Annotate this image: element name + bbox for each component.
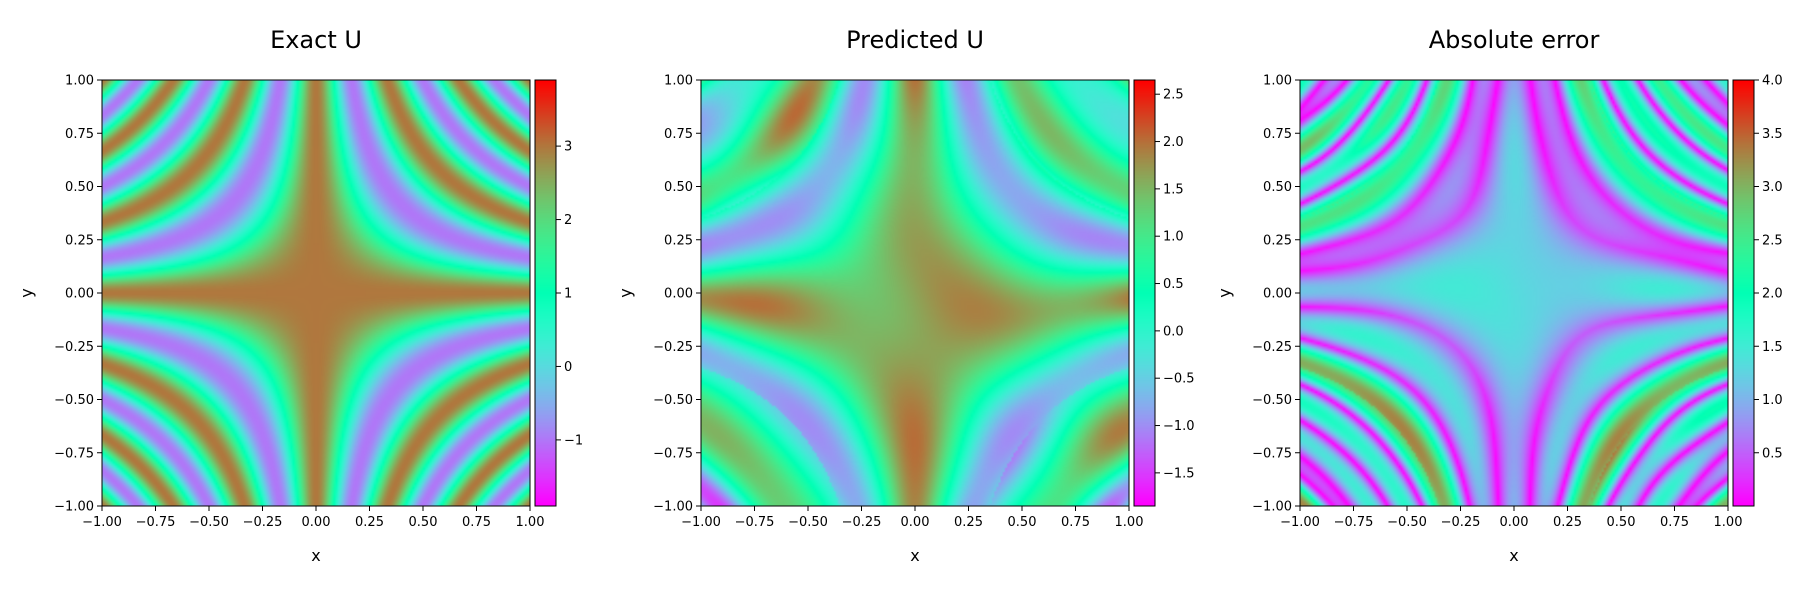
x-tick-label: −0.25 xyxy=(842,515,882,530)
y-tick-label: 0.25 xyxy=(65,233,94,248)
x-tick-label: −0.75 xyxy=(1334,515,1374,530)
y-tick-label: −0.75 xyxy=(653,446,693,461)
y-tick-label: −0.25 xyxy=(653,340,693,355)
x-axis-label: x xyxy=(1509,546,1518,565)
x-tick-label: 0.50 xyxy=(1008,515,1037,530)
x-tick-label: 0.25 xyxy=(1553,515,1582,530)
colorbar-tick-label: 3.0 xyxy=(1762,180,1783,195)
colorbar-tick-label: 1.5 xyxy=(1762,340,1783,355)
x-tick-label: 0.00 xyxy=(1500,515,1529,530)
y-tick-label: 0.75 xyxy=(1263,127,1292,142)
subplot-error: Absolute error −1.00 −0.75 −0.50 −0.25 0.00 0.… xyxy=(1215,26,1783,565)
subplot-predicted: Predicted U −1.00 −0.75 −0.50 −0.25 0.00 0.25 0… xyxy=(616,26,1195,565)
colorbar-tick-label: 0.5 xyxy=(1163,277,1184,292)
colorbar-tick-label: 2.0 xyxy=(1163,135,1184,150)
colorbar-tick-label: 0.0 xyxy=(1163,324,1184,339)
y-tick-label: −0.50 xyxy=(653,393,693,408)
y-tick-label: −1.00 xyxy=(1252,500,1292,515)
x-tick-label: 0.75 xyxy=(462,515,491,530)
x-tick-label: 0.25 xyxy=(954,515,983,530)
colorbar-tick-label: 1.0 xyxy=(1762,393,1783,408)
y-tick-label: 0.00 xyxy=(65,287,94,302)
colorbar-tick-label: 2.5 xyxy=(1163,88,1184,103)
y-tick-label: −1.00 xyxy=(653,500,693,515)
colorbar-tick-label: 1.5 xyxy=(1163,182,1184,197)
y-axis-label: y xyxy=(1215,288,1234,297)
x-tick-label: −1.00 xyxy=(82,515,122,530)
colorbar-tick-label: 2 xyxy=(564,213,572,228)
subplot-exact: Exact U −1.00 −0.75 −0.50 −0.25 0.00 0.25 0.50 0… xyxy=(17,26,583,565)
colorbar-tick-label: 4.0 xyxy=(1762,74,1783,89)
x-tick-label: 0.75 xyxy=(1061,515,1090,530)
colorbar-gradient xyxy=(1134,80,1155,506)
colorbar-tick-label: −1.0 xyxy=(1163,419,1195,434)
y-axis-label: y xyxy=(616,288,635,297)
colorbar-tick-label: 3 xyxy=(564,140,572,155)
x-tick-label: 0.75 xyxy=(1660,515,1689,530)
y-tick-label: 0.00 xyxy=(1263,287,1292,302)
y-tick-label: 0.50 xyxy=(1263,180,1292,195)
x-tick-label: 0.00 xyxy=(901,515,930,530)
colorbar-tick-label: −0.5 xyxy=(1163,372,1195,387)
x-tick-label: −0.50 xyxy=(788,515,828,530)
subplot-title: Absolute error xyxy=(1429,26,1600,54)
colorbar-tick-label: 0 xyxy=(564,360,572,375)
colorbar-gradient xyxy=(1733,80,1754,506)
heatmap-image xyxy=(1300,80,1728,506)
colorbar-tick-label: 3.5 xyxy=(1762,127,1783,142)
colorbar-tick-label: 1 xyxy=(564,287,572,302)
y-tick-label: 0.25 xyxy=(1263,233,1292,248)
y-tick-label: 0.50 xyxy=(664,180,693,195)
y-tick-label: 0.75 xyxy=(65,127,94,142)
x-tick-label: −0.75 xyxy=(735,515,775,530)
x-tick-label: 0.00 xyxy=(302,515,331,530)
colorbar-tick-label: −1.5 xyxy=(1163,466,1195,481)
y-tick-label: 0.00 xyxy=(664,287,693,302)
y-tick-label: −0.25 xyxy=(54,340,94,355)
x-tick-label: 0.50 xyxy=(1607,515,1636,530)
x-tick-label: −0.50 xyxy=(1387,515,1427,530)
colorbar-tick-label: −1 xyxy=(564,433,583,448)
x-tick-label: 0.50 xyxy=(409,515,438,530)
x-tick-label: −0.75 xyxy=(136,515,176,530)
subplot-title: Predicted U xyxy=(846,26,984,54)
y-tick-label: −0.50 xyxy=(54,393,94,408)
x-tick-label: 1.00 xyxy=(1714,515,1743,530)
colorbar-gradient xyxy=(535,80,556,506)
y-tick-label: 1.00 xyxy=(65,74,94,89)
y-axis-label: y xyxy=(17,288,36,297)
x-tick-label: −1.00 xyxy=(1280,515,1320,530)
colorbar-tick-label: 1.0 xyxy=(1163,230,1184,245)
x-tick-label: 1.00 xyxy=(516,515,545,530)
colorbar-tick-label: 2.5 xyxy=(1762,233,1783,248)
y-tick-label: −0.50 xyxy=(1252,393,1292,408)
y-tick-label: 1.00 xyxy=(1263,74,1292,89)
heatmap-image xyxy=(701,80,1129,506)
y-tick-label: −0.75 xyxy=(54,446,94,461)
colorbar-frame xyxy=(1133,79,1156,507)
y-tick-label: 0.50 xyxy=(65,180,94,195)
y-tick-label: 1.00 xyxy=(664,74,693,89)
subplot-title: Exact U xyxy=(270,26,362,54)
y-tick-label: 0.75 xyxy=(664,127,693,142)
x-tick-label: −1.00 xyxy=(681,515,721,530)
colorbar-tick-label: 0.5 xyxy=(1762,446,1783,461)
x-tick-label: −0.25 xyxy=(1441,515,1481,530)
y-tick-label: −0.25 xyxy=(1252,340,1292,355)
heatmap-image xyxy=(102,80,530,506)
x-tick-label: 1.00 xyxy=(1115,515,1144,530)
colorbar-tick-label: 2.0 xyxy=(1762,287,1783,302)
y-tick-label: −0.75 xyxy=(1252,446,1292,461)
x-axis-label: x xyxy=(311,546,320,565)
x-tick-label: −0.50 xyxy=(189,515,229,530)
x-tick-label: 0.25 xyxy=(355,515,384,530)
x-axis-label: x xyxy=(910,546,919,565)
y-tick-label: 0.25 xyxy=(664,233,693,248)
x-tick-label: −0.25 xyxy=(243,515,283,530)
y-tick-label: −1.00 xyxy=(54,500,94,515)
